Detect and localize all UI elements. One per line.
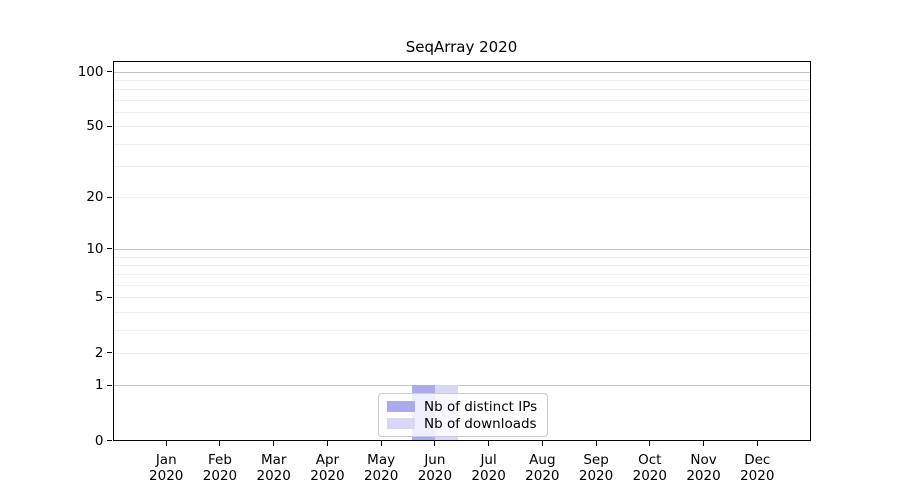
x-tick xyxy=(165,441,167,446)
legend-label-distinct-ips: Nb of distinct IPs xyxy=(424,398,538,415)
y-tick xyxy=(107,125,112,127)
x-tick-label: Oct 2020 xyxy=(632,451,667,485)
x-tick xyxy=(649,441,651,446)
x-tick xyxy=(488,441,490,446)
gridline-major xyxy=(112,71,811,73)
y-tick xyxy=(107,440,112,441)
gridline-minor xyxy=(112,256,811,258)
x-tick-label: May 2020 xyxy=(363,451,399,485)
x-tick-label: Nov 2020 xyxy=(686,451,721,485)
gridline-minor xyxy=(112,285,811,286)
gridline-minor xyxy=(112,166,811,168)
x-tick xyxy=(541,441,543,446)
gridline-minor xyxy=(112,197,811,199)
legend-item-distinct-ips: Nb of distinct IPs xyxy=(387,398,537,415)
y-tick-label: 2 xyxy=(94,344,104,361)
x-tick-label: Jul 2020 xyxy=(471,451,506,485)
legend: Nb of distinct IPs Nb of downloads xyxy=(378,393,549,437)
x-tick-label: Jan 2020 xyxy=(149,451,184,485)
y-tick-label: 20 xyxy=(86,189,104,206)
y-tick-label: 1 xyxy=(94,377,104,394)
gridline-minor xyxy=(112,329,811,331)
x-tick-label: Mar 2020 xyxy=(256,451,291,485)
x-tick xyxy=(219,441,221,446)
x-tick xyxy=(434,441,436,446)
x-tick xyxy=(380,441,382,446)
y-tick xyxy=(107,296,112,298)
x-tick-label: Sep 2020 xyxy=(578,451,614,485)
gridline-minor xyxy=(112,99,811,101)
gridline-major xyxy=(112,248,811,250)
legend-item-downloads: Nb of downloads xyxy=(387,415,537,432)
gridline-minor xyxy=(112,264,811,266)
x-tick xyxy=(273,441,275,446)
gridline-minor xyxy=(112,311,811,313)
x-tick-label: Dec 2020 xyxy=(740,451,775,485)
gridline-minor xyxy=(112,274,811,276)
y-tick-label: 50 xyxy=(86,118,104,135)
y-tick xyxy=(107,71,112,73)
y-tick-label: 100 xyxy=(77,63,104,80)
y-tick-label: 5 xyxy=(94,289,104,306)
gridline-minor xyxy=(112,352,811,354)
x-tick-label: Jun 2020 xyxy=(417,451,453,485)
y-tick xyxy=(107,352,112,354)
y-tick xyxy=(107,384,112,386)
gridline-minor xyxy=(112,111,811,113)
x-tick-label: Apr 2020 xyxy=(310,451,345,485)
legend-swatch-downloads xyxy=(387,418,415,429)
y-tick xyxy=(107,196,112,198)
x-tick xyxy=(326,441,328,446)
x-tick-label: Feb 2020 xyxy=(202,451,238,485)
legend-swatch-distinct-ips xyxy=(387,401,415,412)
plot-area xyxy=(112,61,811,441)
y-tick-label: 10 xyxy=(86,240,104,257)
x-tick xyxy=(595,441,597,446)
x-tick xyxy=(756,441,758,446)
gridline-minor xyxy=(112,80,811,82)
x-tick-label: Aug 2020 xyxy=(525,451,560,485)
legend-label-downloads: Nb of downloads xyxy=(424,415,537,432)
gridline-minor xyxy=(112,89,811,91)
chart-title: SeqArray 2020 xyxy=(405,38,518,56)
gridline-major xyxy=(112,385,811,387)
y-tick-label: 0 xyxy=(94,432,104,449)
x-tick xyxy=(703,441,705,446)
gridline-minor xyxy=(112,126,811,128)
y-tick xyxy=(107,248,112,250)
gridline-minor xyxy=(112,143,811,145)
gridline-minor xyxy=(112,297,811,299)
